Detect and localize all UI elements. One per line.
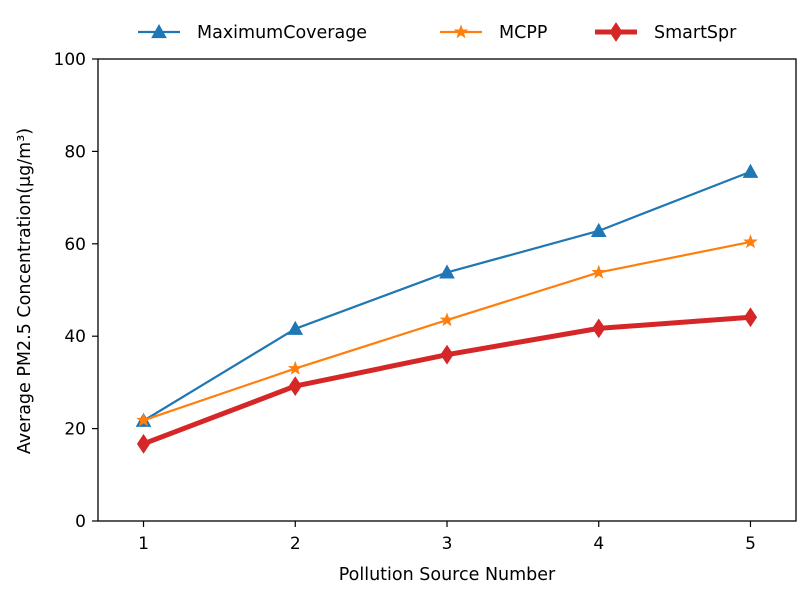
x-tick-label: 1 bbox=[138, 534, 149, 554]
legend-marker bbox=[453, 24, 469, 39]
series-line bbox=[142, 170, 752, 422]
x-tick-label: 5 bbox=[745, 534, 756, 554]
data-point bbox=[440, 344, 454, 365]
y-tick-label: 80 bbox=[64, 142, 86, 162]
series-MaximumCoverage bbox=[135, 163, 759, 427]
y-tick-label: 100 bbox=[54, 50, 86, 70]
data-point bbox=[590, 222, 607, 237]
axes: 1 2 3 4 5 0 20 40 60 80 100 bbox=[54, 50, 797, 554]
data-point bbox=[742, 163, 759, 178]
x-tick-label: 4 bbox=[593, 534, 604, 554]
data-point bbox=[591, 264, 607, 279]
legend-entry: MCPP bbox=[440, 23, 547, 43]
y-axis-label: Average PM2.5 Concentration(μg/m³) bbox=[15, 128, 35, 454]
legend-entry: SmartSpr bbox=[595, 22, 737, 43]
series-SmartSpr bbox=[136, 307, 758, 454]
legend-entry: MaximumCoverage bbox=[138, 23, 367, 43]
legend-label: MCPP bbox=[499, 23, 547, 43]
y-tick-label: 40 bbox=[64, 327, 86, 347]
legend: MaximumCoverage MCPP SmartSpr bbox=[138, 22, 737, 43]
x-tick-label: 2 bbox=[290, 534, 301, 554]
series-MCPP bbox=[136, 234, 758, 427]
data-point bbox=[136, 433, 151, 454]
x-tick-label: 3 bbox=[442, 534, 453, 554]
data-point bbox=[287, 320, 304, 335]
x-axis-label: Pollution Source Number bbox=[339, 565, 556, 585]
data-point bbox=[592, 318, 606, 339]
data-point bbox=[136, 412, 151, 427]
legend-marker bbox=[609, 22, 623, 42]
data-point bbox=[439, 264, 455, 279]
data-point bbox=[288, 376, 302, 396]
data-point bbox=[743, 307, 758, 328]
data-point bbox=[287, 360, 303, 375]
legend-marker bbox=[151, 23, 167, 39]
y-tick-label: 0 bbox=[75, 512, 86, 532]
y-tick-label: 20 bbox=[64, 420, 86, 440]
data-point bbox=[743, 234, 758, 249]
series-line bbox=[141, 314, 753, 447]
plot-frame bbox=[97, 58, 797, 522]
y-tick-label: 60 bbox=[64, 235, 86, 255]
plot-area bbox=[135, 163, 759, 454]
legend-label: SmartSpr bbox=[654, 23, 737, 43]
legend-label: MaximumCoverage bbox=[197, 23, 367, 43]
data-point bbox=[439, 312, 455, 327]
